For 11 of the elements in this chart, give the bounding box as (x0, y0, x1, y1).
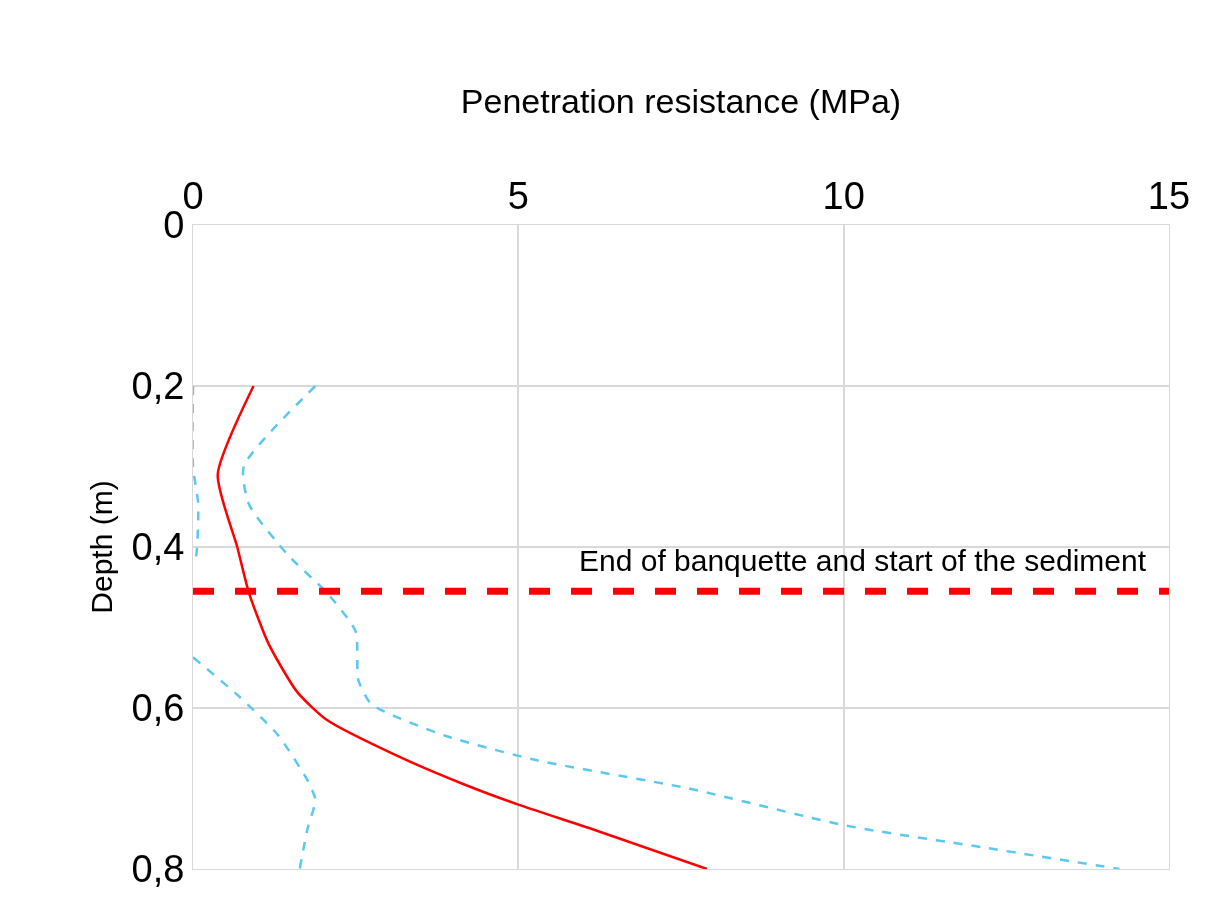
x-axis-title: Penetration resistance (MPa) (460, 82, 902, 121)
y-tick-label: 0 (163, 204, 185, 247)
y-tick-label: 0,2 (131, 365, 185, 408)
y-tick-label: 0,6 (131, 687, 185, 730)
x-tick-label: 5 (507, 174, 529, 217)
x-tick-label: 15 (1147, 174, 1191, 217)
y-tick-label: 0,8 (131, 848, 185, 891)
y-axis-title: Depth (m) (84, 480, 118, 614)
y-tick-label: 0,4 (131, 526, 185, 569)
ref-line-label: End of banquette and start of the sediment (579, 544, 1147, 577)
x-tick-label: 10 (822, 174, 865, 217)
